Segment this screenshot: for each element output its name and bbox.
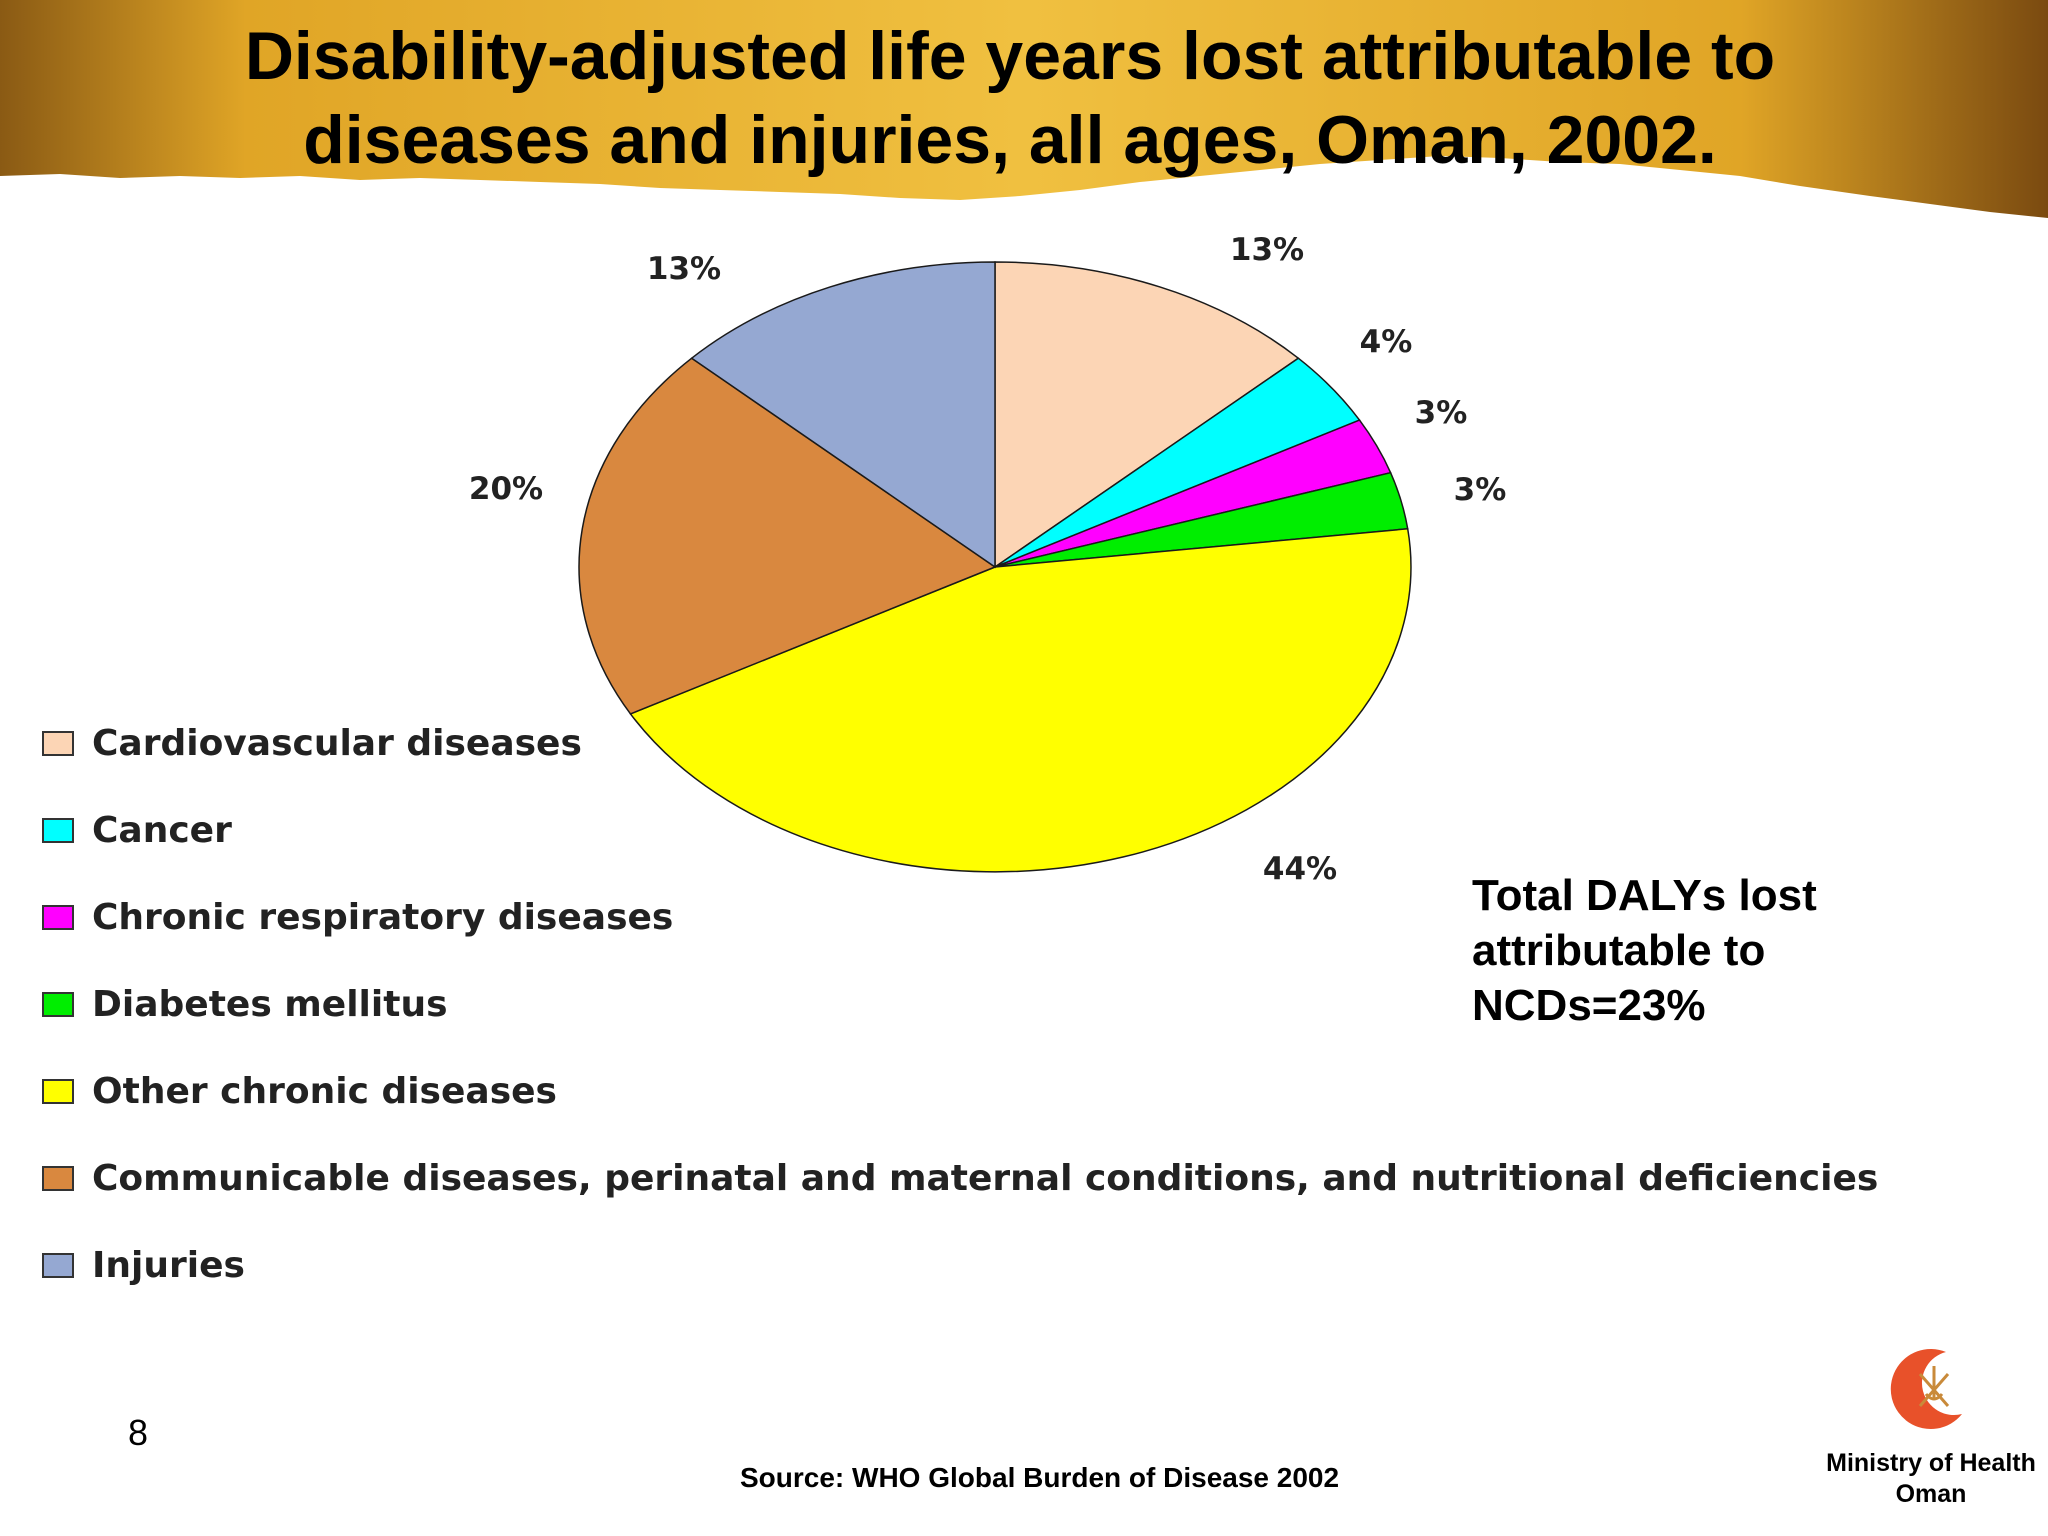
organization-name: Ministry of Health Oman <box>1816 1448 2046 1510</box>
header-banner <box>0 0 2048 218</box>
legend-label: Chronic respiratory diseases <box>92 897 674 938</box>
title-line-2: diseases and injuries, all ages, Oman, 2… <box>303 102 1717 178</box>
title-line-1: Disability-adjusted life years lost attr… <box>244 18 1776 94</box>
pie-chart: 13%4%3%3%44%20%13% <box>469 232 1507 887</box>
slide-title: Disability-adjusted life years lost attr… <box>120 14 1900 182</box>
legend-swatch <box>42 1166 74 1191</box>
pie-slice-other <box>629 527 1412 873</box>
legend-item-other-chronic: Other chronic diseases <box>42 1048 1878 1135</box>
note-line-2: attributable to <box>1472 926 1766 975</box>
org-line-1: Ministry of Health <box>1826 1449 2036 1477</box>
slice-value-label: 13% <box>647 251 721 287</box>
legend-label: Cardiovascular diseases <box>92 723 582 764</box>
ncd-total-note: Total DALYs lost attributable to NCDs=23… <box>1472 868 1817 1033</box>
chart-legend: Cardiovascular diseases Cancer Chronic r… <box>42 700 1878 1309</box>
legend-item-diabetes: Diabetes mellitus <box>42 961 1878 1048</box>
note-line-1: Total DALYs lost <box>1472 871 1817 920</box>
org-line-2: Oman <box>1895 1480 1967 1508</box>
pie-slice-communicable <box>578 357 997 715</box>
slice-value-label: 44% <box>1263 851 1337 887</box>
legend-swatch <box>42 905 74 930</box>
legend-label: Injuries <box>92 1245 245 1286</box>
note-line-3: NCDs=23% <box>1472 981 1706 1030</box>
legend-swatch <box>42 731 74 756</box>
legend-item-chronic-respiratory: Chronic respiratory diseases <box>42 874 1878 961</box>
crescent-emblem-icon <box>1890 1348 1962 1429</box>
slice-value-label: 3% <box>1454 472 1507 508</box>
legend-swatch <box>42 1079 74 1104</box>
slice-value-label: 3% <box>1415 395 1468 431</box>
legend-item-communicable: Communicable diseases, perinatal and mat… <box>42 1135 1878 1222</box>
legend-label: Cancer <box>92 810 232 851</box>
page-number: 8 <box>128 1412 149 1453</box>
slice-value-label: 20% <box>469 471 543 507</box>
legend-swatch <box>42 818 74 843</box>
legend-swatch <box>42 992 74 1017</box>
legend-item-cancer: Cancer <box>42 787 1878 874</box>
legend-item-injuries: Injuries <box>42 1222 1878 1309</box>
legend-label: Other chronic diseases <box>92 1071 557 1112</box>
legend-swatch <box>42 1253 74 1278</box>
legend-item-cardiovascular: Cardiovascular diseases <box>42 700 1878 787</box>
pie-slice-cardiovascular <box>994 261 1300 569</box>
slice-value-label: 4% <box>1360 324 1413 360</box>
slice-value-label: 13% <box>1230 232 1304 268</box>
source-citation: Source: WHO Global Burden of Disease 200… <box>740 1462 1340 1493</box>
pie-slice-injuries <box>690 261 996 569</box>
legend-label: Communicable diseases, perinatal and mat… <box>92 1158 1879 1199</box>
legend-label: Diabetes mellitus <box>92 984 448 1025</box>
